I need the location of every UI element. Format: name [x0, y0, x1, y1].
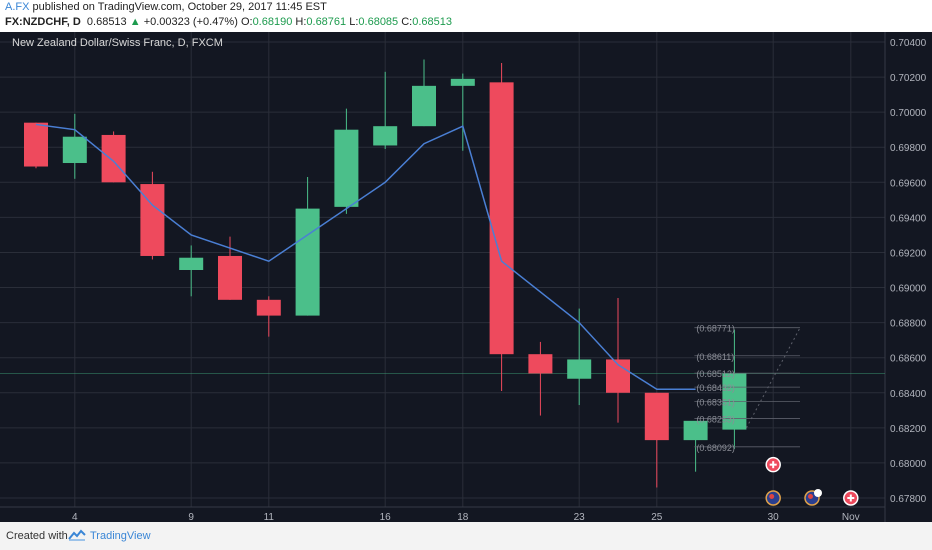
y-tick-label: 0.70400 [890, 38, 927, 49]
chart-header: A.FX published on TradingView.com, Octob… [0, 0, 932, 32]
candle-body[interactable] [334, 129, 359, 207]
forecast-level-label: (0.68253) [696, 415, 735, 425]
y-tick-label: 0.68200 [890, 424, 927, 435]
candle-body[interactable] [567, 359, 592, 379]
candle-body[interactable] [644, 392, 669, 441]
candle-body[interactable] [412, 85, 436, 127]
candle-body[interactable] [450, 78, 475, 86]
x-tick-label: 25 [651, 512, 663, 522]
last-price: 0.68513 [86, 16, 127, 28]
ohlc-line: FX:NZDCHF, D 0.68513 ▲ +0.00323 (+0.47%)… [5, 16, 452, 28]
high-label: H: [295, 16, 307, 28]
candle-body[interactable] [373, 126, 398, 146]
y-tick-label: 0.70200 [890, 73, 927, 84]
y-tick-label: 0.67800 [890, 494, 927, 505]
tradingview-logo-icon [68, 529, 86, 541]
high-value: 0.68761 [306, 16, 347, 28]
publish-line: A.FX published on TradingView.com, Octob… [5, 1, 327, 13]
candle-body[interactable] [179, 257, 204, 270]
x-tick-label: 23 [574, 512, 586, 522]
candle-body[interactable] [683, 420, 708, 441]
low-value: 0.68085 [358, 16, 399, 28]
x-tick-label: 30 [768, 512, 780, 522]
candle-body[interactable] [528, 354, 553, 374]
y-tick-label: 0.69200 [890, 248, 927, 259]
chart-plot-area[interactable] [0, 32, 932, 522]
y-tick-label: 0.69000 [890, 284, 927, 295]
forecast-level-label: (0.68771) [696, 324, 735, 334]
y-tick-label: 0.70000 [890, 108, 927, 119]
forecast-level-label: (0.68512) [696, 369, 735, 379]
y-tick-label: 0.69600 [890, 178, 927, 189]
author-link[interactable]: A.FX [5, 1, 30, 13]
candle-body[interactable] [489, 82, 514, 355]
tradingview-brand-link[interactable]: TradingView [90, 530, 151, 542]
globe-mark [769, 494, 775, 499]
x-tick-label: Nov [842, 512, 860, 522]
forecast-level-label: (0.68351) [696, 397, 735, 407]
x-tick-label: 9 [188, 512, 194, 522]
change-arrow-icon: ▲ [129, 16, 141, 28]
forecast-level-label: (0.68611) [696, 352, 734, 362]
y-tick-label: 0.68000 [890, 459, 927, 470]
y-tick-label: 0.69800 [890, 143, 927, 154]
y-tick-label: 0.68600 [890, 354, 927, 365]
published-text: published on TradingView.com, October 29… [29, 1, 327, 13]
candle-body[interactable] [295, 208, 320, 316]
x-tick-label: 4 [72, 512, 78, 522]
badge-dot [814, 489, 822, 497]
footer: Created with TradingView [0, 522, 932, 550]
forecast-level-label: (0.68092) [696, 443, 735, 453]
change-value: +0.00323 (+0.47%) [143, 16, 238, 28]
projection-line [745, 327, 801, 429]
y-tick-label: 0.69400 [890, 213, 927, 224]
y-tick-label: 0.68800 [890, 319, 927, 330]
candle-body[interactable] [101, 134, 126, 183]
low-label: L: [349, 16, 359, 28]
forecast-level-label: (0.68432) [696, 383, 735, 393]
created-with-label: Created with [6, 530, 68, 542]
candle-body[interactable] [218, 255, 242, 300]
moving-average-line [35, 123, 696, 391]
x-tick-label: 11 [264, 512, 275, 522]
open-value: 0.68190 [252, 16, 293, 28]
y-tick-label: 0.68400 [890, 389, 927, 400]
close-label: C: [401, 16, 413, 28]
x-tick-label: 18 [457, 512, 469, 522]
candle-body[interactable] [62, 136, 87, 164]
close-value: 0.68513 [412, 16, 452, 28]
candlestick-chart[interactable]: 0.70400 0.70200 0.70000 0.69800 0.69600 0.694… [0, 32, 932, 522]
candle-body[interactable] [256, 299, 281, 316]
price-axis[interactable] [885, 32, 932, 522]
x-tick-label: 16 [380, 512, 392, 522]
symbol-label: FX:NZDCHF, D [5, 16, 81, 28]
globe-mark [808, 494, 813, 499]
open-label: O: [240, 16, 253, 28]
candle-body[interactable] [24, 122, 48, 167]
chart-title: New Zealand Dollar/Swiss Franc, D, FXCM [12, 37, 223, 49]
